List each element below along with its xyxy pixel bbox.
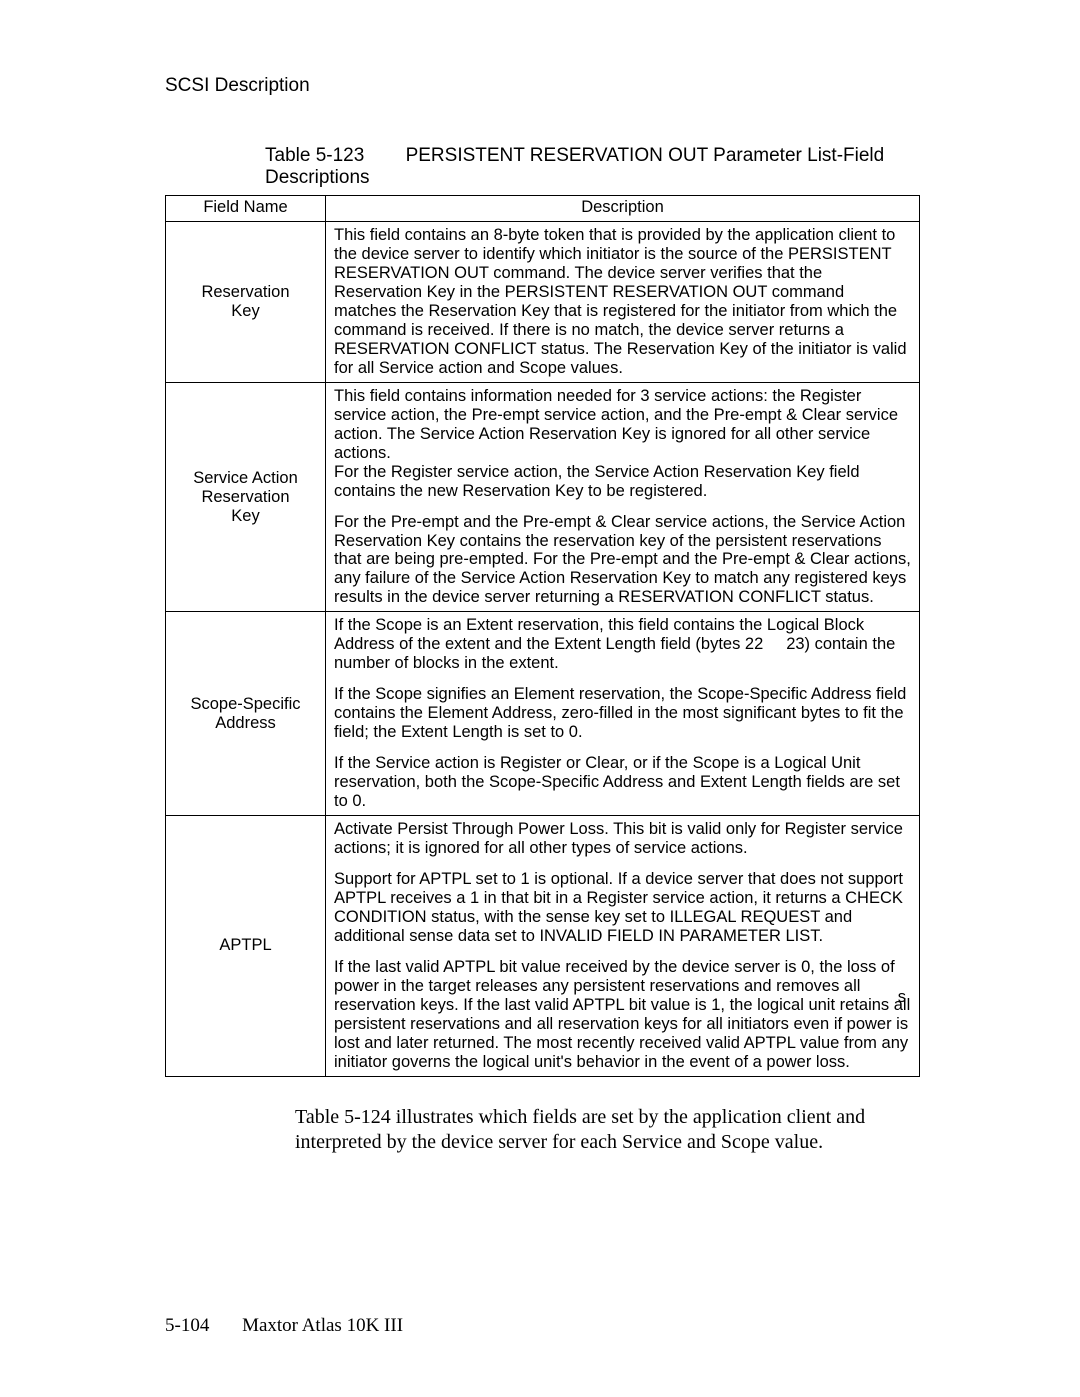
description-paragraph: If the last valid APTPL bit value receiv… xyxy=(334,958,911,1072)
description-cell: Activate Persist Through Power Loss. Thi… xyxy=(326,816,920,1077)
page: SCSI Description Table 5-123 PERSISTENT … xyxy=(0,0,1080,1397)
table-row: APTPLActivate Persist Through Power Loss… xyxy=(166,816,920,1077)
page-footer: 5-104 Maxtor Atlas 10K III xyxy=(165,1315,403,1337)
description-paragraph: Support for APTPL set to 1 is optional. … xyxy=(334,870,911,946)
table-row: ReservationKeyThis field contains an 8-b… xyxy=(166,221,920,382)
col-header-description: Description xyxy=(326,196,920,222)
page-number: 5-104 xyxy=(165,1315,209,1336)
field-name-cell: APTPL xyxy=(166,816,326,1077)
description-paragraph: This field contains information needed f… xyxy=(334,387,911,501)
descriptions-table: Field Name Description ReservationKeyThi… xyxy=(165,195,920,1077)
description-paragraph: If the Scope is an Extent reservation, t… xyxy=(334,616,911,673)
section-header: SCSI Description xyxy=(165,75,920,97)
table-header-row: Field Name Description xyxy=(166,196,920,222)
description-paragraph: If the Scope signifies an Element reserv… xyxy=(334,685,911,742)
field-name-cell: Scope-SpecificAddress xyxy=(166,612,326,816)
col-header-field: Field Name xyxy=(166,196,326,222)
description-paragraph: For the Pre-empt and the Pre-empt & Clea… xyxy=(334,513,911,608)
description-cell: If the Scope is an Extent reservation, t… xyxy=(326,612,920,816)
description-cell: This field contains an 8-byte token that… xyxy=(326,221,920,382)
table-body: ReservationKeyThis field contains an 8-b… xyxy=(166,221,920,1076)
table-row: Service ActionReservationKeyThis field c… xyxy=(166,382,920,612)
description-paragraph: Activate Persist Through Power Loss. Thi… xyxy=(334,820,911,858)
description-cell: This field contains information needed f… xyxy=(326,382,920,612)
table-caption-label: Table 5-123 xyxy=(265,145,364,166)
field-name-cell: ReservationKey xyxy=(166,221,326,382)
stray-character: s xyxy=(898,988,906,1007)
footer-product: Maxtor Atlas 10K III xyxy=(242,1315,403,1336)
followup-paragraph: Table 5-124 illustrates which fields are… xyxy=(165,1105,920,1155)
field-name-cell: Service ActionReservationKey xyxy=(166,382,326,612)
description-paragraph: This field contains an 8-byte token that… xyxy=(334,226,911,378)
description-paragraph: If the Service action is Register or Cle… xyxy=(334,754,911,811)
table-row: Scope-SpecificAddressIf the Scope is an … xyxy=(166,612,920,816)
table-caption: Table 5-123 PERSISTENT RESERVATION OUT P… xyxy=(165,145,920,189)
